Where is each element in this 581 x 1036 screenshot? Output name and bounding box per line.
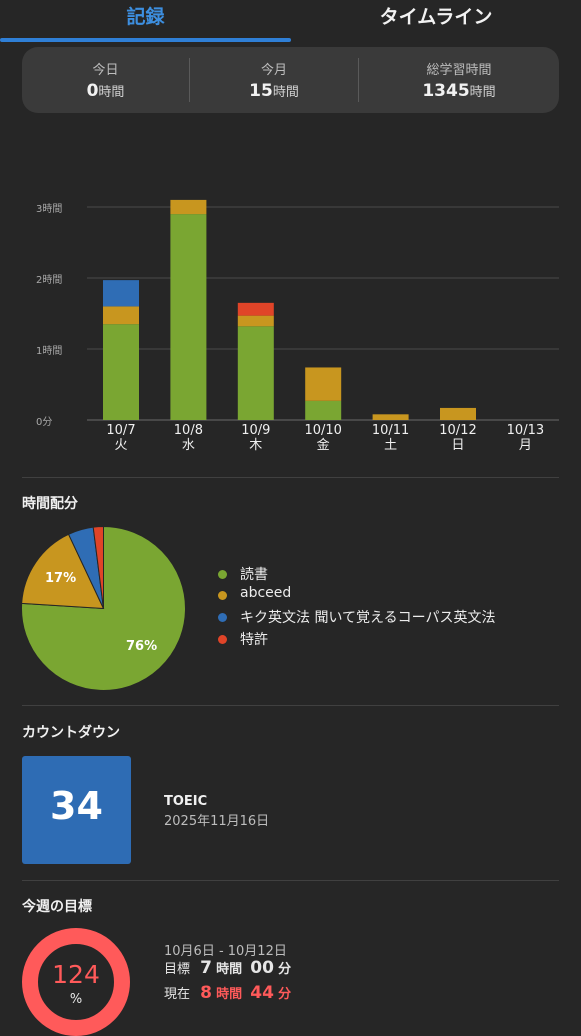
stat-value: 15時間 (249, 81, 299, 101)
goal-percent-symbol: % (69, 992, 83, 1007)
goal-target-minutes: 00 (250, 958, 274, 978)
active-tab-indicator (0, 38, 291, 42)
y-tick-label: 2時間 (36, 275, 63, 286)
stat-value: 0時間 (86, 81, 125, 101)
goal-hour-unit: 時間 (216, 962, 243, 977)
legend-label: 特許 (240, 632, 268, 648)
bar-segment-abceed[interactable] (237, 315, 274, 327)
bar-segment-patent[interactable] (237, 302, 274, 316)
y-tick-label: 3時間 (36, 204, 63, 215)
bar-segment-abceed[interactable] (372, 414, 409, 420)
goal-target-label: 目標 (164, 962, 191, 977)
legend-dot-icon (218, 613, 227, 622)
stat-total: 総学習時間 1345時間 (359, 47, 559, 113)
pie-label-reading: 76% (126, 639, 158, 654)
goal-current-minutes: 44 (250, 983, 274, 1003)
tab-timeline[interactable]: タイムライン (379, 6, 493, 28)
stat-label: 今日 (92, 63, 119, 78)
pie-slice-patent[interactable] (92, 525, 104, 609)
x-tick-label: 10/7 火 (106, 423, 136, 453)
stat-label: 今月 (260, 63, 287, 78)
bar-segment-reading[interactable] (237, 326, 274, 420)
x-tick-label: 10/9 木 (241, 423, 271, 453)
countdown-days: 34 (50, 784, 103, 828)
legend-dot-icon (218, 635, 227, 644)
x-tick-label: 10/8 水 (173, 423, 203, 453)
countdown-title: カウントダウン (22, 725, 120, 741)
y-tick-label: 1時間 (36, 346, 63, 357)
y-tick-label: 0分 (36, 417, 53, 428)
legend-label: abceed (240, 585, 292, 601)
countdown-event-date: 2025年11月16日 (164, 814, 270, 829)
section-divider (22, 705, 559, 706)
weekly-bar-chart: 0分 1時間 2時間 3時間 10/7 火 10/8 水 10/9 木 10/10 金 10/11 土 10… (0, 190, 581, 460)
bar-segment-abceed[interactable] (440, 407, 476, 420)
distribution-pie-chart (21, 525, 186, 691)
countdown-event-name: TOEIC (164, 794, 208, 809)
stat-label: 総学習時間 (426, 63, 492, 78)
goal-minute-unit: 分 (278, 962, 292, 977)
stat-today: 今日 0時間 (22, 47, 189, 113)
chart-canvas (87, 199, 559, 421)
goal-target-row: 目標 7 時間 00 分 (164, 958, 291, 978)
x-tick-label: 10/13 月 (506, 423, 545, 453)
goal-percent: 124 (52, 960, 100, 989)
section-divider (22, 880, 559, 881)
summary-stats-card: 今日 0時間 今月 15時間 総学習時間 1345時間 (22, 47, 559, 113)
countdown-days-tile[interactable]: 34 (22, 756, 131, 864)
x-tick-label: 10/11 土 (371, 423, 410, 453)
goal-current-row: 現在 8 時間 44 分 (164, 983, 291, 1003)
stat-month: 今月 15時間 (190, 47, 358, 113)
distribution-title: 時間配分 (22, 496, 78, 512)
weekly-goal-title: 今週の目標 (22, 899, 92, 915)
x-tick-label: 10/12 日 (439, 423, 477, 453)
pie-label-abceed: 17% (45, 571, 77, 586)
legend-label: 読書 (240, 567, 268, 583)
goal-target-hours: 7 (200, 958, 212, 978)
bar-segment-abceed[interactable] (305, 367, 342, 401)
tab-records[interactable]: 記録 (126, 6, 165, 28)
bar-segment-abceed[interactable] (170, 199, 207, 215)
goal-minute-unit: 分 (278, 987, 292, 1002)
legend-dot-icon (218, 591, 227, 600)
bar-segment-reading[interactable] (170, 214, 207, 420)
section-divider (22, 477, 559, 478)
legend-dot-icon (218, 570, 227, 579)
tab-bar: 記録 タイムライン (0, 0, 581, 42)
goal-date-range: 10月6日 - 10月12日 (164, 944, 287, 959)
bar-segment-kiku[interactable] (103, 280, 139, 307)
stat-divider (189, 58, 190, 102)
goal-hour-unit: 時間 (216, 987, 243, 1002)
bar-segment-abceed[interactable] (103, 306, 139, 325)
bar-segment-reading[interactable] (305, 400, 342, 420)
pie-slice-abceed[interactable] (21, 533, 105, 610)
x-tick-label: 10/10 金 (304, 423, 342, 453)
stat-divider (358, 58, 359, 102)
bar-segment-reading[interactable] (103, 324, 139, 420)
goal-current-hours: 8 (200, 983, 212, 1003)
legend-label: キク英文法 聞いて覚えるコーパス英文法 (240, 610, 496, 626)
stat-value: 1345時間 (422, 81, 496, 101)
goal-current-label: 現在 (164, 987, 191, 1002)
